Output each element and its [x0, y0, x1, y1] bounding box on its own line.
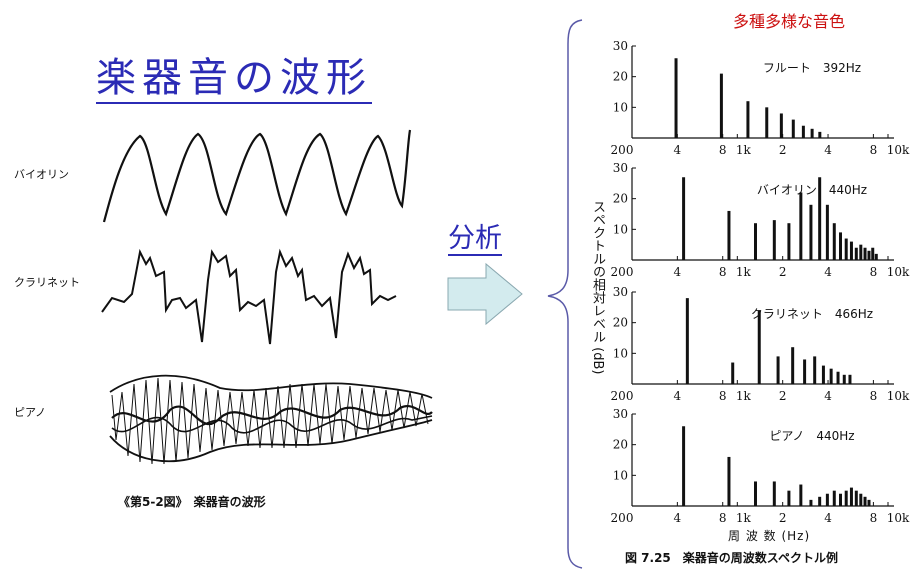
x-tick-label: 200: [611, 143, 634, 157]
x-tick-label: 2: [779, 143, 787, 157]
x-tick-label: 4: [824, 265, 832, 279]
x-tick-label: 4: [824, 143, 832, 157]
y-tick-label: 30: [613, 285, 628, 299]
x-tick-label: 1k: [736, 389, 752, 403]
spectrum-y-axis-label: スペクトルの相対レベル (dB): [590, 200, 605, 375]
label-violin: バイオリン: [14, 168, 69, 181]
x-tick-label: 4: [824, 389, 832, 403]
analysis-label: 分析: [448, 223, 502, 256]
waveform-caption: 《第5-2図》 楽器音の波形: [118, 495, 266, 509]
x-tick-label: 8: [870, 143, 878, 157]
x-tick-label: 2: [779, 511, 787, 525]
x-tick-label: 1k: [736, 143, 752, 157]
spectrum-x-axis-label: 周 波 数 (Hz): [728, 529, 811, 543]
y-tick-label: 30: [613, 161, 628, 175]
x-tick-label: 200: [611, 265, 634, 279]
x-tick-label: 10k: [887, 265, 910, 279]
instrument-title: ピアノ 440Hz: [769, 429, 854, 443]
instrument-title: フルート 392Hz: [763, 61, 861, 75]
x-tick-label: 200: [611, 389, 634, 403]
x-tick-label: 8: [719, 143, 727, 157]
waveform-title: 楽器音の波形: [96, 56, 372, 104]
instrument-title: クラリネット 466Hz: [751, 307, 873, 321]
x-tick-label: 4: [674, 143, 682, 157]
spectrum-caption: 図 7.25 楽器音の周波数スペクトル例: [625, 551, 838, 565]
violin-waveform: [102, 129, 412, 223]
x-tick-label: 10k: [887, 389, 910, 403]
label-clarinet: クラリネット: [14, 276, 80, 289]
x-tick-label: 10k: [887, 143, 910, 157]
y-tick-label: 10: [613, 468, 628, 482]
x-tick-label: 1k: [736, 265, 752, 279]
x-tick-label: 1k: [736, 511, 752, 525]
x-tick-label: 4: [674, 511, 682, 525]
x-tick-label: 8: [719, 511, 727, 525]
x-tick-label: 8: [870, 511, 878, 525]
x-tick-label: 8: [719, 389, 727, 403]
x-tick-label: 8: [870, 265, 878, 279]
curly-brace-icon: [547, 19, 583, 569]
y-tick-label: 10: [613, 346, 628, 360]
x-tick-label: 8: [719, 265, 727, 279]
y-tick-label: 20: [613, 70, 628, 84]
x-tick-label: 8: [870, 389, 878, 403]
clarinet-waveform: [101, 248, 397, 345]
y-tick-label: 10: [613, 222, 628, 236]
piano-waveform: [109, 374, 433, 465]
instrument-title: バイオリン 440Hz: [757, 183, 867, 197]
x-tick-label: 2: [779, 265, 787, 279]
y-tick-label: 20: [613, 438, 628, 452]
analysis-arrow-icon: [447, 262, 523, 326]
x-tick-label: 200: [611, 511, 634, 525]
y-tick-label: 20: [613, 316, 628, 330]
x-tick-label: 10k: [887, 511, 910, 525]
y-tick-label: 20: [613, 192, 628, 206]
x-tick-label: 2: [779, 389, 787, 403]
x-tick-label: 4: [674, 265, 682, 279]
y-tick-label: 10: [613, 100, 628, 114]
diversity-label: 多種多様な音色: [733, 12, 846, 31]
x-tick-label: 4: [674, 389, 682, 403]
y-tick-label: 30: [613, 407, 628, 421]
label-piano: ピアノ: [14, 406, 47, 419]
x-tick-label: 4: [824, 511, 832, 525]
y-tick-label: 30: [613, 39, 628, 53]
